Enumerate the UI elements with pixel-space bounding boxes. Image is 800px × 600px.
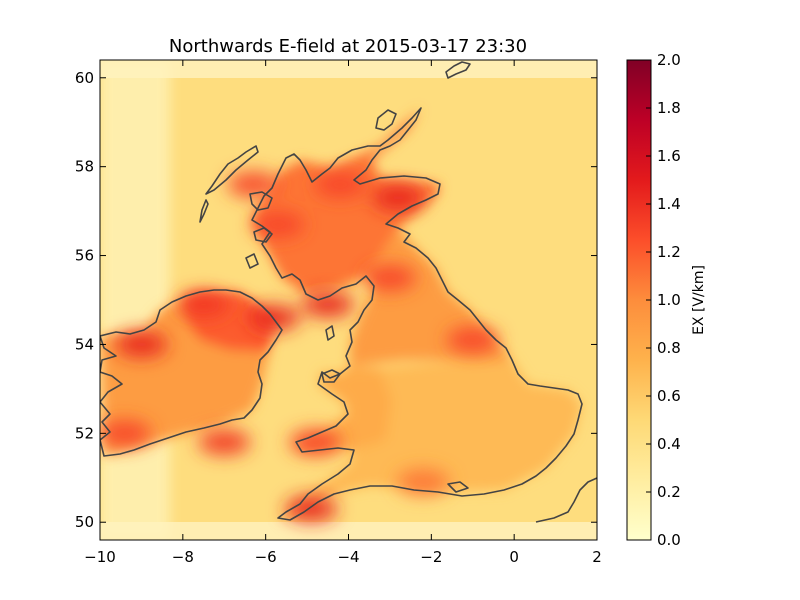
coastline-lewis (205, 145, 259, 195)
y-axis: 50 52 54 56 58 60 (75, 69, 597, 531)
colorbar-tick-label: 1.0 (657, 291, 681, 309)
hotspot-mayo (115, 331, 168, 358)
hotspot-skye (227, 171, 280, 198)
coastline-islay (245, 253, 259, 269)
x-tick-label: 2 (592, 548, 602, 566)
region-wales (296, 366, 392, 452)
coastline-skye (249, 191, 273, 211)
coastline-isle-of-wight (447, 481, 469, 493)
hotspot-antrim (247, 304, 300, 331)
colorbar-tick-label: 1.4 (657, 195, 681, 213)
colorbar-tick-label: 0.8 (657, 339, 681, 357)
coastline-isle-of-man (325, 325, 335, 341)
x-tick-label: −6 (255, 548, 277, 566)
y-tick-label: 54 (75, 335, 94, 353)
y-tick-label: 60 (75, 69, 94, 87)
heatmap-plot-area (100, 60, 597, 540)
coastline-mull (253, 227, 273, 243)
hotspot-western-highlands (252, 211, 305, 238)
y-tick-label: 52 (75, 424, 94, 442)
x-tick-label: −4 (337, 548, 359, 566)
y-tick-label: 56 (75, 247, 94, 265)
colorbar-label: EX [V/km] (691, 265, 707, 335)
hotspot-kerry (100, 420, 151, 447)
region-fills (100, 108, 582, 518)
hotspot-cork (198, 429, 251, 456)
hotspot-yorkshire (446, 327, 499, 353)
colorbar-ticks: 0.0 0.2 0.4 0.6 0.8 1.0 1.2 1.4 1.6 1.8 2.0 (646, 51, 681, 549)
colorbar-tick-label: 1.8 (657, 99, 681, 117)
southern-edge-band (100, 522, 597, 540)
colorbar-tick-label: 1.6 (657, 147, 681, 165)
northern-edge-band (100, 60, 597, 78)
y-tick-label: 50 (75, 513, 94, 531)
x-axis: −10 −8 −6 −4 −2 0 2 (84, 60, 602, 566)
coastline-anglesey (321, 369, 341, 383)
coastline-france (535, 477, 597, 523)
western-low-field (100, 60, 170, 540)
hotspot-highlands (314, 171, 367, 198)
x-tick-label: −10 (84, 548, 116, 566)
coastlines (100, 61, 597, 523)
y-tick-label: 58 (75, 158, 94, 176)
chart-title: Northwards E-field at 2015-03-17 23:30 (169, 36, 527, 57)
coastline-shetland (445, 61, 471, 79)
coastline-ireland (100, 289, 283, 457)
colorbar-tick-label: 2.0 (657, 51, 681, 69)
coastline-orkney (375, 109, 397, 131)
region-scotland (252, 108, 440, 294)
coastline-uists (199, 199, 209, 223)
colorbar-tick-label: 1.2 (657, 243, 681, 261)
colorbar-gradient (626, 59, 652, 541)
x-tick-label: −2 (420, 548, 442, 566)
hotspot-southern-uplands (363, 264, 416, 291)
region-southern-england (278, 360, 582, 518)
x-tick-label: −8 (172, 548, 194, 566)
colorbar-tick-label: 0.4 (657, 435, 681, 453)
hotspot-aberdeenshire (372, 184, 425, 211)
x-tick-label: 0 (509, 548, 519, 566)
hotspot-northern-ireland-north (177, 291, 230, 318)
colorbar-tick-label: 0.0 (657, 531, 681, 549)
colorbar-tick-label: 0.2 (657, 483, 681, 501)
colorbar: 0.0 0.2 0.4 0.6 0.8 1.0 1.2 1.4 1.6 1.8 2.0 EX [V/… (626, 51, 707, 549)
colorbar-tick-label: 0.6 (657, 387, 681, 405)
